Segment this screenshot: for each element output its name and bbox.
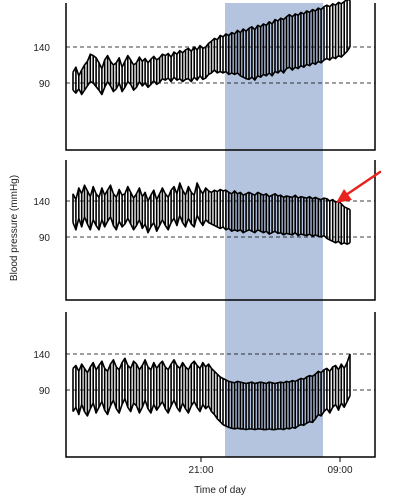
panel-middle: 140 90 (33, 160, 376, 301)
y-tick-label-90: 90 (39, 79, 51, 90)
bp-band-bottom (72, 353, 351, 431)
axis-frame (65, 3, 376, 151)
y-tick-label-90: 90 (39, 386, 51, 397)
panel-bottom: 140 90 (33, 312, 376, 458)
bp-band-middle (72, 182, 351, 245)
panel-top: 140 90 (33, 0, 376, 151)
x-tick-label-0900: 09:00 (327, 465, 352, 476)
x-tick-label-2100: 21:00 (188, 465, 213, 476)
axis-frame (65, 312, 376, 458)
y-tick-label-140: 140 (33, 197, 50, 208)
x-axis-title: Time of day (194, 485, 246, 496)
bp-band-top (72, 0, 351, 96)
red-arrow-icon (336, 170, 382, 203)
y-tick-label-140: 140 (33, 43, 50, 54)
arrow-shaft (341, 170, 382, 199)
axis-frame (65, 160, 376, 301)
arrow-head (336, 189, 352, 203)
y-tick-label-140: 140 (33, 350, 50, 361)
y-axis-title: Blood pressure (mmHg) (9, 175, 20, 281)
y-tick-label-90: 90 (39, 233, 51, 244)
